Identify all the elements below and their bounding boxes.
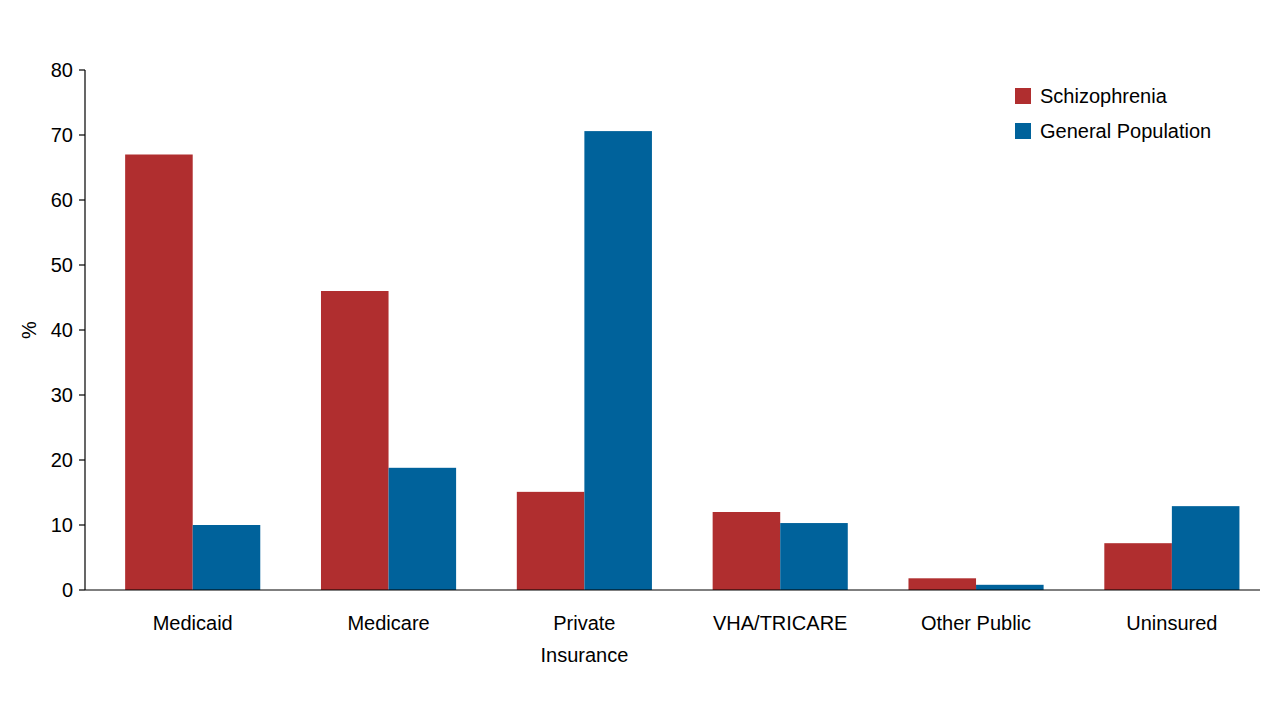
y-tick xyxy=(79,329,85,330)
y-tick-label: 0 xyxy=(62,579,73,601)
y-tick xyxy=(79,199,85,200)
y-axis-label: % xyxy=(18,321,40,339)
y-tick xyxy=(79,264,85,265)
bar xyxy=(193,525,261,590)
y-tick-label: 80 xyxy=(51,59,73,81)
bar xyxy=(321,291,389,590)
bar xyxy=(517,492,585,590)
y-tick-label: 30 xyxy=(51,384,73,406)
bar xyxy=(976,585,1044,590)
y-tick-label: 70 xyxy=(51,124,73,146)
x-tick-label: Uninsured xyxy=(1126,612,1217,634)
x-tick-label: Medicare xyxy=(347,612,429,634)
x-tick-label-line: VHA/TRICARE xyxy=(713,612,847,634)
y-tick-label: 40 xyxy=(51,319,73,341)
bar xyxy=(389,468,457,590)
bar xyxy=(1172,506,1240,590)
y-tick xyxy=(79,69,85,70)
legend-swatch xyxy=(1015,88,1031,104)
y-tick xyxy=(79,134,85,135)
x-tick-label-line: Medicare xyxy=(347,612,429,634)
x-tick-label: VHA/TRICARE xyxy=(713,612,847,634)
x-tick-label-line: Uninsured xyxy=(1126,612,1217,634)
bar xyxy=(584,131,652,590)
bar xyxy=(780,523,848,590)
x-tick-label-line: Other Public xyxy=(921,612,1031,634)
x-tick-label-line: Private xyxy=(553,612,615,634)
x-tick-label: Private Insurance xyxy=(540,612,628,666)
legend: Schizophrenia General Population xyxy=(1015,85,1211,142)
y-tick-label: 60 xyxy=(51,189,73,211)
y-tick xyxy=(79,394,85,395)
bar xyxy=(1104,543,1172,590)
legend-label: Schizophrenia xyxy=(1040,85,1168,107)
chart-svg: 0 10 20 30 40 50 60 70 80% Medicaid Medicare Privat… xyxy=(0,0,1280,720)
bar xyxy=(125,155,193,591)
bar xyxy=(713,512,781,590)
y-tick xyxy=(79,589,85,590)
x-tick-label-line: Insurance xyxy=(540,644,628,666)
x-axis xyxy=(85,589,1260,590)
x-tick-label: Medicaid xyxy=(153,612,233,634)
x-tick-label: Other Public xyxy=(921,612,1031,634)
bar xyxy=(908,578,976,590)
y-tick-label: 20 xyxy=(51,449,73,471)
y-tick xyxy=(79,524,85,525)
y-tick xyxy=(79,459,85,460)
legend-label: General Population xyxy=(1040,120,1211,142)
x-tick-label-line: Medicaid xyxy=(153,612,233,634)
y-tick-label: 50 xyxy=(51,254,73,276)
y-tick-label: 10 xyxy=(51,514,73,536)
chart-container: 0 10 20 30 40 50 60 70 80% Medicaid Medicare Privat… xyxy=(0,0,1280,720)
legend-swatch xyxy=(1015,123,1031,139)
bars xyxy=(125,131,1239,590)
